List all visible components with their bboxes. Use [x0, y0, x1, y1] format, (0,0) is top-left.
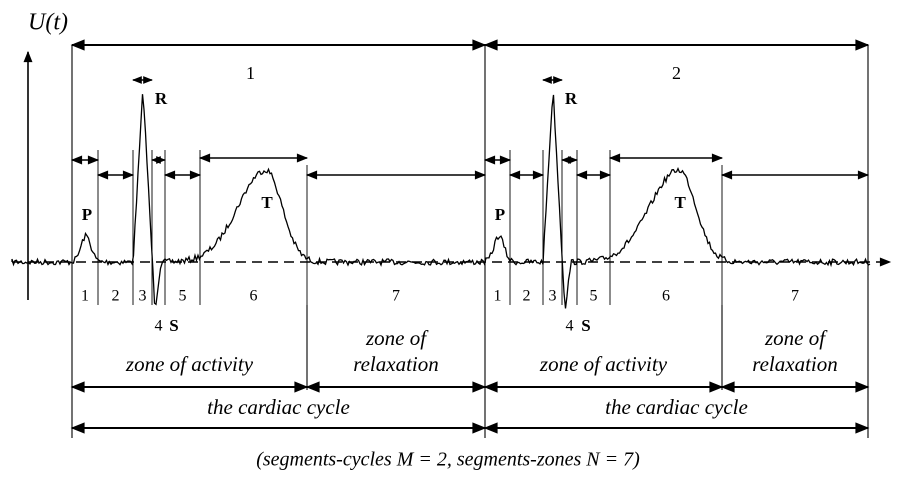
- caption: (segments-cycles M = 2, segments-zones N…: [256, 449, 640, 471]
- segment-number: 6: [662, 288, 670, 305]
- segment-number: 3: [139, 288, 147, 305]
- segment-number: 3: [549, 288, 557, 305]
- segment-number: 6: [250, 288, 258, 305]
- wave-label: P: [495, 205, 505, 224]
- segment-number: 2: [523, 288, 531, 305]
- cycle-number: 2: [672, 63, 681, 83]
- segment-number: 5: [179, 288, 187, 305]
- zone-label: zone of activity: [539, 352, 668, 376]
- wave-label: T: [261, 193, 273, 212]
- wave-label: S: [169, 316, 178, 335]
- wave-label: R: [565, 89, 578, 108]
- segment-number: 2: [112, 288, 120, 305]
- wave-label: P: [82, 205, 92, 224]
- zone-label: relaxation: [752, 352, 838, 376]
- zone-label: relaxation: [353, 352, 439, 376]
- segment-number: 5: [590, 288, 598, 305]
- wave-label: T: [674, 193, 686, 212]
- wave-label: R: [155, 89, 168, 108]
- segment-number: 7: [791, 288, 799, 305]
- zone-label: zone of: [764, 326, 828, 350]
- ecg-wave: [11, 94, 871, 309]
- segment-number: 4: [566, 318, 574, 335]
- segment-number: 4: [155, 318, 163, 335]
- axis-label: U(t): [28, 10, 68, 36]
- cycle-label: the cardiac cycle: [207, 395, 350, 419]
- cycle-number: 1: [246, 63, 255, 83]
- segment-number: 1: [494, 288, 502, 305]
- segment-number: 1: [81, 288, 89, 305]
- zone-label: zone of: [365, 326, 429, 350]
- zone-label: zone of activity: [125, 352, 254, 376]
- cycle-label: the cardiac cycle: [605, 395, 748, 419]
- segment-number: 7: [392, 288, 400, 305]
- wave-label: S: [581, 316, 590, 335]
